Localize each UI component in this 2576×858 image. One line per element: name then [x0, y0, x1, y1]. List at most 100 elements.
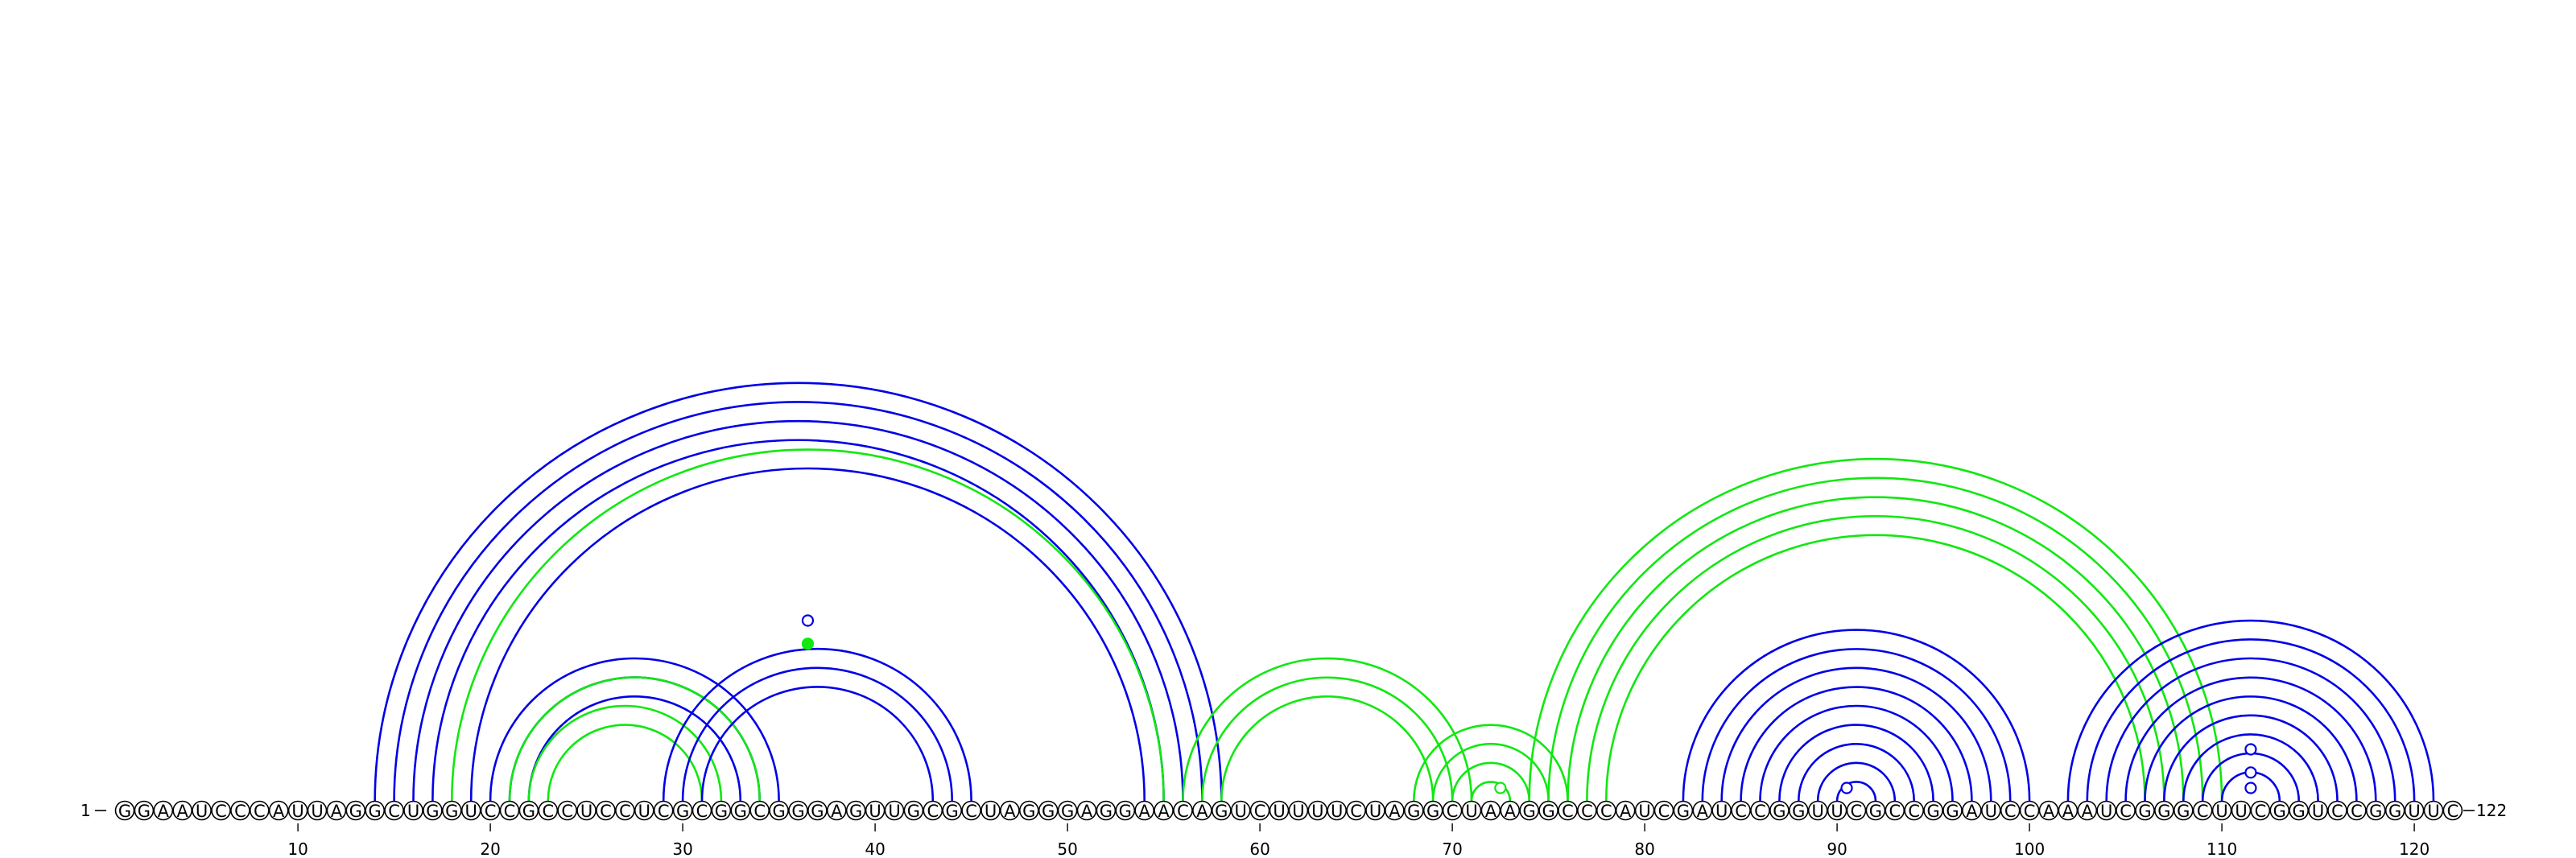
- nucleotide-letter: A: [2082, 802, 2094, 821]
- nucleotide-letter: G: [1119, 802, 1132, 821]
- nucleotide-letter: G: [445, 802, 458, 821]
- base-pair-arc: [1701, 647, 2012, 802]
- nucleotide-letter: G: [2138, 802, 2151, 821]
- nucleotide-letter: G: [715, 802, 728, 821]
- tick-label: 100: [2014, 839, 2045, 858]
- nucleotide-circle: [730, 800, 751, 821]
- nucleotide-circle: [1154, 800, 1174, 821]
- nucleotide-letter: U: [1331, 802, 1343, 821]
- nucleotide-circle: [1057, 800, 1078, 821]
- nucleotide-circle: [1653, 800, 1674, 821]
- base-pair-arc: [1778, 724, 1934, 802]
- nucleotide-letter: A: [1158, 802, 1170, 821]
- nucleotide-circle: [1000, 800, 1020, 821]
- nucleotide-letter: A: [1389, 802, 1401, 821]
- nucleotide-letter: U: [1235, 802, 1247, 821]
- nucleotide-letter: C: [1254, 802, 1266, 821]
- nucleotide-circle: [1538, 800, 1558, 821]
- nucleotide-letter: C: [1581, 802, 1593, 821]
- base-pair-arc: [2182, 733, 2319, 802]
- nucleotide-letter: C: [1177, 802, 1189, 821]
- nucleotide-letter: G: [849, 802, 862, 821]
- nucleotide-letter: G: [1407, 802, 1420, 821]
- nucleotide-circle: [480, 800, 501, 821]
- nucleotide-circle: [1173, 800, 1193, 821]
- nucleotide-letter: G: [1869, 802, 1882, 821]
- nucleotide-circle: [499, 800, 520, 821]
- nucleotide-circle: [1346, 800, 1366, 821]
- nucleotide-letter: G: [2273, 802, 2286, 821]
- nucleotide-circle: [2308, 800, 2328, 821]
- nucleotide-circle: [2174, 800, 2194, 821]
- nucleotide-letter: C: [1889, 802, 1901, 821]
- nucleotide-circle: [518, 800, 539, 821]
- nucleotide-letter: C: [561, 802, 573, 821]
- nucleotide-circle: [903, 800, 924, 821]
- nucleotide-letter: U: [291, 802, 303, 821]
- nucleotide-circle: [1249, 800, 1270, 821]
- nucleotide-letter: U: [1273, 802, 1285, 821]
- nucleotide-letter: C: [215, 802, 227, 821]
- nucleotide-circle: [1731, 800, 1751, 821]
- nucleotide-letter: C: [388, 802, 400, 821]
- nucleotide-letter: U: [1638, 802, 1650, 821]
- nucleotide-circle: [230, 800, 250, 821]
- nucleotide-circle: [2289, 800, 2309, 821]
- pair-marker: [2244, 766, 2257, 779]
- nucleotide-circle: [769, 800, 789, 821]
- base-pair-arc: [1413, 724, 1569, 802]
- nucleotide-letter: C: [1562, 802, 1574, 821]
- nucleotide-circle: [211, 800, 231, 821]
- nucleotide-circle: [1038, 800, 1059, 821]
- nucleotide-circle: [749, 800, 770, 821]
- nucleotide-circle: [2269, 800, 2290, 821]
- nucleotide-letter: C: [485, 802, 497, 821]
- base-pair-arc: [508, 676, 761, 802]
- nucleotide-letter: G: [2369, 802, 2382, 821]
- nucleotide-circle: [1461, 800, 1482, 821]
- base-pair-arc: [527, 695, 742, 802]
- nucleotide-circle: [1192, 800, 1212, 821]
- nucleotide-circle: [307, 800, 328, 821]
- nucleotide-circle: [1422, 800, 1443, 821]
- nucleotide-circle: [2077, 800, 2098, 821]
- nucleotide-circle: [1096, 800, 1117, 821]
- nucleotide-letter: G: [1926, 802, 1939, 821]
- nucleotide-letter: C: [600, 802, 612, 821]
- nucleotide-circle: [1269, 800, 1290, 821]
- nucleotide-circle: [249, 800, 270, 821]
- nucleotide-letter: G: [907, 802, 920, 821]
- nucleotide-circle: [827, 800, 847, 821]
- nucleotide-letter: C: [2197, 802, 2209, 821]
- pair-marker: [1840, 782, 1853, 794]
- nucleotide-circle: [287, 800, 308, 821]
- nucleotide-letter: C: [504, 802, 516, 821]
- nucleotide-letter: C: [1350, 802, 1362, 821]
- base-pair-arc: [1605, 534, 2146, 802]
- nucleotide-circle: [1750, 800, 1770, 821]
- base-pair-arc: [1816, 761, 1897, 802]
- nucleotide-letter: A: [1081, 802, 1093, 821]
- nucleotide-letter: A: [1620, 802, 1632, 821]
- nucleotide-circle: [807, 800, 828, 821]
- base-pair-arc: [700, 686, 935, 802]
- base-pair-arc: [2066, 619, 2435, 802]
- nucleotide-circle: [884, 800, 905, 821]
- base-pair-arc: [1682, 629, 2031, 802]
- nucleotide-letter: U: [1812, 802, 1824, 821]
- nucleotide-letter: G: [1542, 802, 1554, 821]
- nucleotide-circle: [2135, 800, 2155, 821]
- nucleotide-letter: C: [1447, 802, 1459, 821]
- nucleotide-letter: A: [177, 802, 189, 821]
- nucleotide-circle: [1558, 800, 1578, 821]
- nucleotide-letter: U: [2312, 802, 2324, 821]
- nucleotide-circle: [691, 800, 712, 821]
- nucleotide-circle: [634, 800, 654, 821]
- nucleotide-circle: [961, 800, 981, 821]
- nucleotide-letter: G: [811, 802, 824, 821]
- nucleotide-letter: A: [2062, 802, 2074, 821]
- nucleotide-circle: [2231, 800, 2252, 821]
- nucleotide-circle: [596, 800, 616, 821]
- nucleotide-circle: [1692, 800, 1713, 821]
